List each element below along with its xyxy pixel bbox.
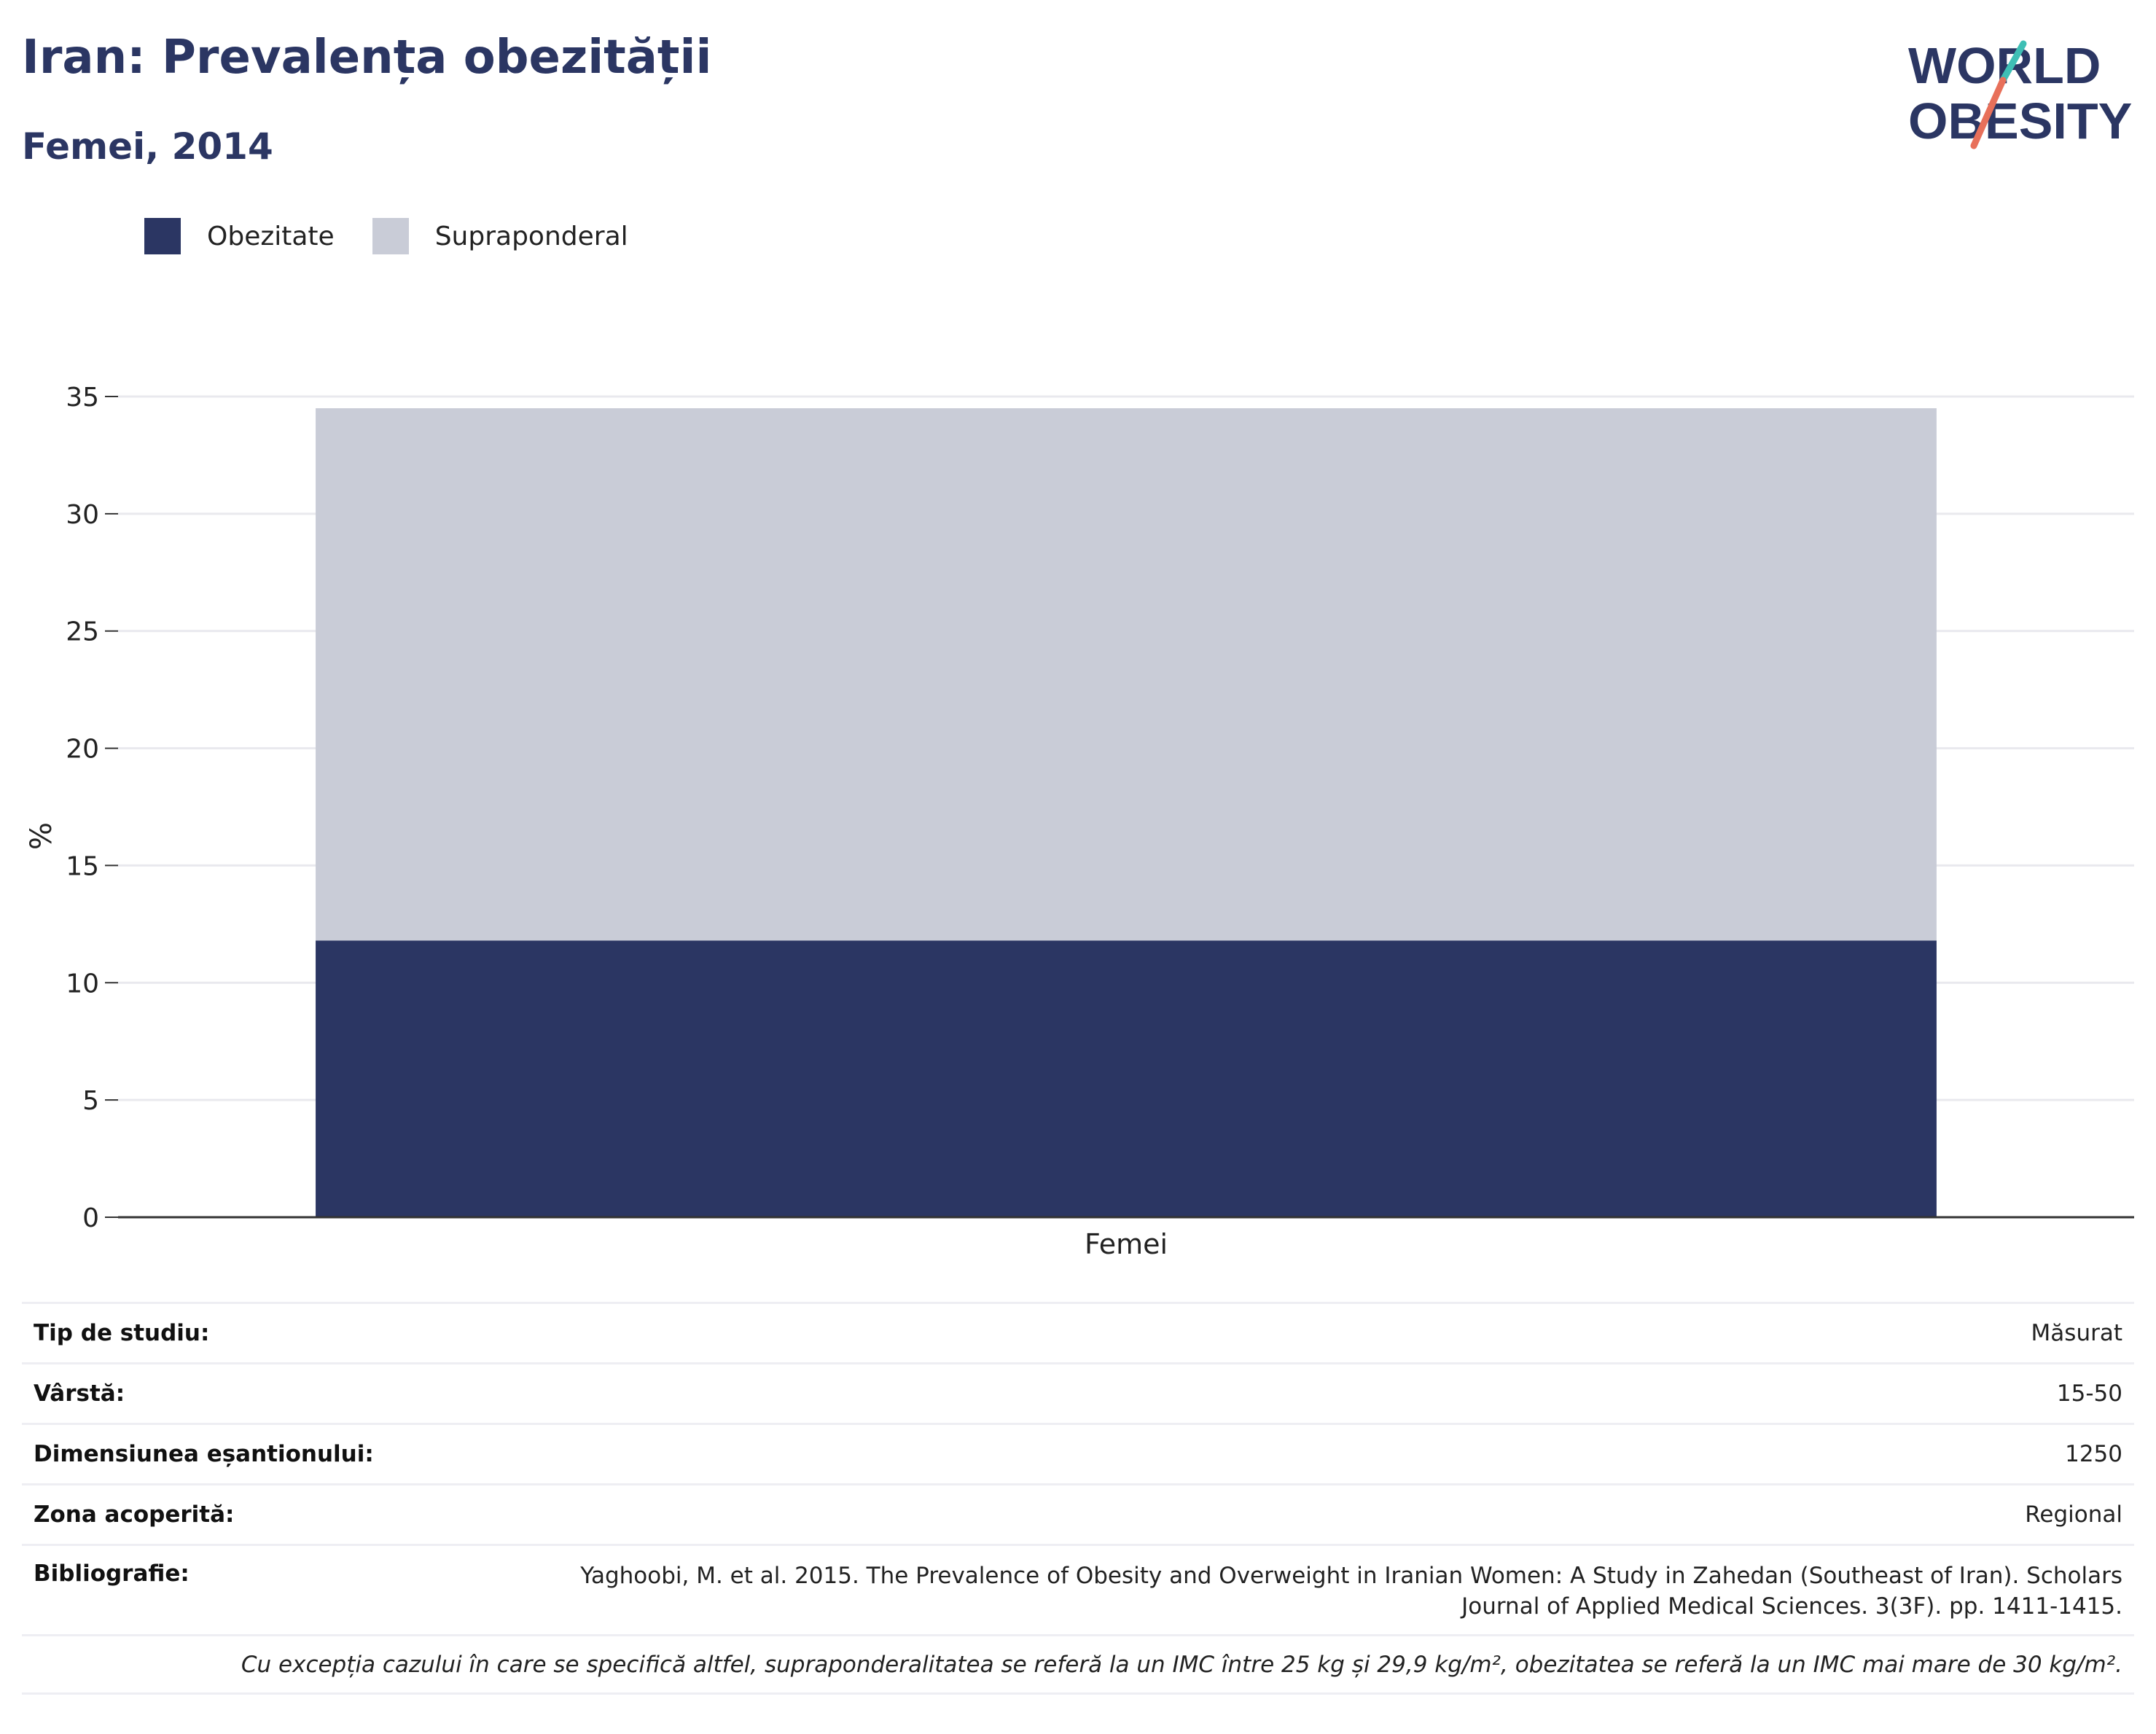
legend-item-obezitate[interactable]: Obezitate bbox=[144, 218, 335, 254]
legend-item-supraponderal[interactable]: Supraponderal bbox=[372, 218, 628, 254]
legend-swatch-obezitate bbox=[144, 218, 181, 254]
bar-femei-obezitate bbox=[316, 940, 1937, 1217]
info-label: Dimensiunea eșantionului: bbox=[34, 1441, 374, 1467]
logo-slash-coral bbox=[1970, 77, 2007, 149]
study-info-table: Tip de studiu: Măsurat Vârstă: 15-50 Dim… bbox=[22, 1302, 2134, 1695]
info-row-bibliography: Bibliografie: Yaghoobi, M. et al. 2015. … bbox=[22, 1544, 2134, 1634]
info-label: Vârstă: bbox=[34, 1380, 125, 1407]
logo-text-obesity: OBESITY bbox=[1908, 93, 2132, 149]
info-value: 15-50 bbox=[2056, 1380, 2122, 1407]
legend-label-supraponderal: Supraponderal bbox=[434, 221, 628, 251]
info-value: Regional bbox=[2025, 1501, 2122, 1528]
y-tick-label: 0 bbox=[82, 1203, 99, 1233]
y-tick-label: 15 bbox=[66, 851, 99, 881]
bibliography-text: Yaghoobi, M. et al. 2015. The Prevalence… bbox=[580, 1563, 2122, 1620]
info-value: Măsurat bbox=[2031, 1320, 2122, 1346]
logo-text-world: WORLD bbox=[1908, 37, 2101, 94]
info-row-area-covered: Zona acoperită: Regional bbox=[22, 1483, 2134, 1544]
y-tick-label: 30 bbox=[66, 500, 99, 530]
info-label: Tip de studiu: bbox=[34, 1320, 210, 1346]
y-tick-label: 25 bbox=[66, 617, 99, 647]
info-row-age: Vârstă: 15-50 bbox=[22, 1362, 2134, 1423]
y-tick-label: 10 bbox=[66, 969, 99, 999]
logo-slash-teal bbox=[1999, 40, 2027, 84]
info-value: 1250 bbox=[2065, 1441, 2122, 1467]
bar-chart: 0 5 10 15 20 25 30 35% Femei bbox=[25, 383, 2134, 1260]
chart-subtitle: Femei, 2014 bbox=[22, 125, 273, 168]
y-axis-label: % bbox=[25, 822, 58, 850]
y-tick-label: 35 bbox=[66, 383, 99, 413]
info-row-study-type: Tip de studiu: Măsurat bbox=[22, 1302, 2134, 1362]
legend: Obezitate Supraponderal bbox=[144, 214, 666, 258]
legend-label-obezitate: Obezitate bbox=[207, 221, 335, 251]
info-label: Zona acoperită: bbox=[34, 1501, 235, 1528]
info-row-note: Cu excepția cazului în care se specifică… bbox=[22, 1634, 2134, 1695]
chart-title: Iran: Prevalența obezității bbox=[22, 31, 712, 85]
world-obesity-logo: WORLD OBESITY bbox=[1908, 37, 2132, 149]
definition-note: Cu excepția cazului în care se specifică… bbox=[241, 1651, 2122, 1678]
info-label: Bibliografie: bbox=[34, 1561, 190, 1587]
bar-femei-supraponderal bbox=[316, 408, 1937, 941]
x-tick-label: Femei bbox=[1085, 1228, 1168, 1260]
info-row-sample-size: Dimensiunea eșantionului: 1250 bbox=[22, 1423, 2134, 1483]
legend-swatch-supraponderal bbox=[372, 218, 409, 254]
y-tick-label: 5 bbox=[82, 1086, 99, 1116]
y-tick-label: 20 bbox=[66, 735, 99, 765]
